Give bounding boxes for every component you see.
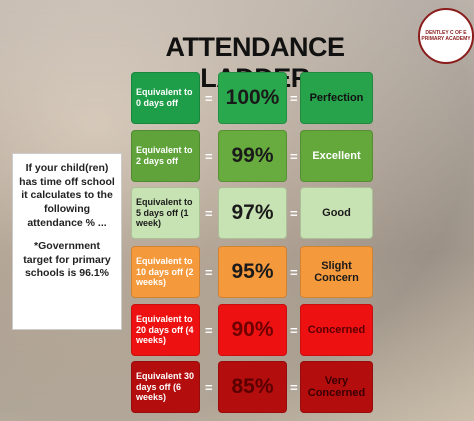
logo: DENTLEY C OF E PRIMARY ACADEMY (418, 8, 474, 64)
ladder-row: Equivalent 30 days off (6 weeks)=85%=Ver… (131, 361, 373, 413)
side-note: If your child(ren) has time off school i… (12, 153, 122, 330)
equals: = (290, 304, 298, 356)
status: Good (300, 187, 373, 239)
status: Slight Concern (300, 246, 373, 298)
equals: = (205, 72, 213, 124)
equals: = (290, 130, 298, 182)
period: Equivalent to 10 days off (2 weeks) (131, 246, 200, 298)
equals: = (205, 361, 213, 413)
page: ATTENDANCE LADDER DENTLEY C OF E PRIMARY… (0, 0, 474, 421)
equals: = (290, 361, 298, 413)
period: Equivalent 30 days off (6 weeks) (131, 361, 200, 413)
status: Perfection (300, 72, 373, 124)
equals: = (290, 187, 298, 239)
percent: 90% (218, 304, 287, 356)
ladder-row: Equivalent to 20 days off (4 weeks)=90%=… (131, 304, 373, 356)
percent: 95% (218, 246, 287, 298)
ladder-row: Equivalent to 10 days off (2 weeks)=95%=… (131, 246, 373, 298)
side-intro: If your child(ren) has time off school i… (19, 162, 115, 230)
ladder-row: Equivalent to 2 days off=99%=Excellent (131, 130, 373, 182)
period: Equivalent to 5 days off (1 week) (131, 187, 200, 239)
side-target: *Government target for primary schools i… (19, 240, 115, 281)
status: Excellent (300, 130, 373, 182)
period: Equivalent to 20 days off (4 weeks) (131, 304, 200, 356)
percent: 85% (218, 361, 287, 413)
equals: = (205, 246, 213, 298)
ladder-row: Equivalent to 0 days off=100%=Perfection (131, 72, 373, 124)
period: Equivalent to 0 days off (131, 72, 200, 124)
percent: 97% (218, 187, 287, 239)
period: Equivalent to 2 days off (131, 130, 200, 182)
percent: 100% (218, 72, 287, 124)
ladder-row: Equivalent to 5 days off (1 week)=97%=Go… (131, 187, 373, 239)
equals: = (205, 130, 213, 182)
equals: = (205, 187, 213, 239)
status: Concerned (300, 304, 373, 356)
equals: = (205, 304, 213, 356)
percent: 99% (218, 130, 287, 182)
equals: = (290, 246, 298, 298)
status: Very Concerned (300, 361, 373, 413)
equals: = (290, 72, 298, 124)
